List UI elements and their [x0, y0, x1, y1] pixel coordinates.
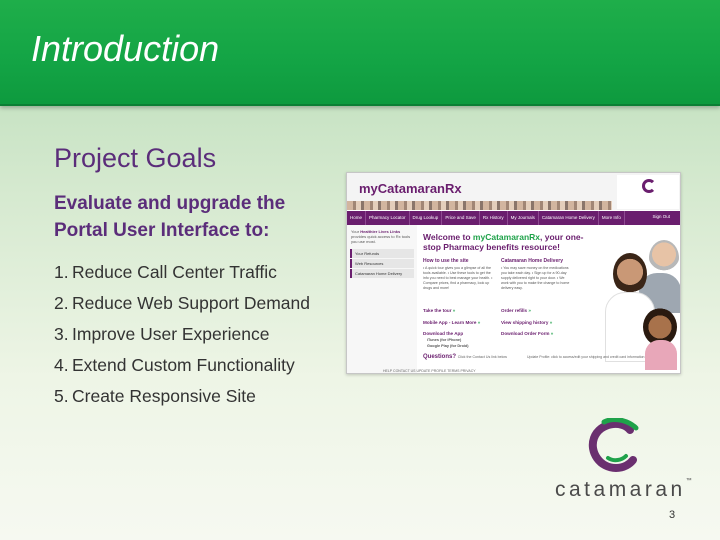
logo-word: catamaran: [555, 478, 686, 501]
portal-screenshot: myCatamaranRx Home Pharmacy Locator Drug…: [346, 172, 681, 374]
page-number: 3: [669, 509, 676, 521]
arrow-icon: »: [477, 320, 481, 325]
shipping-history-label: View shipping history: [501, 320, 549, 325]
portal-questions: Questions? Click the Contact Us link bel…: [423, 354, 507, 360]
order-form-link[interactable]: Download Order Form »: [501, 331, 553, 336]
portal-header: myCatamaranRx: [347, 173, 680, 210]
portal-logo: [617, 175, 679, 209]
portal-nav-item[interactable]: Pharmacy Locator: [366, 211, 410, 225]
goal-item: 3. Improve User Experience: [54, 322, 310, 353]
portal-sign-out[interactable]: Sign Out: [652, 214, 670, 219]
portal-nav: Home Pharmacy Locator Drug Lookup Price …: [347, 211, 680, 225]
sidebar-intro-suffix: provides quick access to Rx tools you us…: [351, 234, 411, 244]
welcome-suffix: , your one-stop Pharmacy benefits resour…: [423, 232, 584, 252]
goal-number: 4.: [54, 355, 69, 375]
download-app-link[interactable]: Download the App: [423, 331, 464, 336]
title-bar: Introduction: [0, 0, 720, 106]
goal-number: 1.: [54, 262, 69, 282]
goal-item: 5. Create Responsive Site: [54, 384, 310, 415]
questions-label: Questions?: [423, 354, 457, 360]
portal-side-link[interactable]: Catamaran Home Delivery: [350, 269, 414, 278]
arrow-icon: »: [528, 308, 531, 313]
how-to-heading: How to use the site: [423, 258, 469, 264]
goal-text: Reduce Web Support Demand: [72, 293, 311, 313]
order-refills-label: Order refills: [501, 308, 528, 313]
shipping-history-link[interactable]: View shipping history »: [501, 320, 552, 325]
logo-trademark: ™: [685, 478, 692, 484]
order-refills-link[interactable]: Order refills »: [501, 308, 531, 313]
goal-item: 2. Reduce Web Support Demand: [54, 291, 310, 322]
goal-item: 4. Extend Custom Functionality: [54, 353, 310, 384]
project-goals-heading: Project Goals: [54, 143, 217, 173]
welcome-brand: myCatamaranRx: [472, 232, 541, 242]
portal-nav-item[interactable]: Home: [347, 211, 367, 225]
mobile-app-label: Mobile App - Learn More: [423, 320, 477, 325]
take-tour-link[interactable]: Take the tour »: [423, 308, 455, 313]
slide-title: Introduction: [31, 28, 220, 69]
portal-nav-item[interactable]: Drug Lookup: [410, 211, 443, 225]
arrow-icon: »: [452, 308, 456, 313]
portal-main: Welcome to myCatamaranRx, your one-stop …: [419, 228, 680, 373]
google-play-link[interactable]: Google Play (for Droid): [427, 344, 469, 348]
home-delivery-text: • You may save money on the medications …: [501, 266, 570, 290]
goal-item: 1. Reduce Call Center Traffic: [54, 260, 310, 291]
sidebar-intro-bold: Healthier Lives Links: [360, 229, 401, 234]
mobile-app-link[interactable]: Mobile App - Learn More »: [423, 320, 480, 325]
portal-nav-item[interactable]: My Journals: [508, 211, 539, 225]
portal-nav-item[interactable]: Price and Save: [442, 211, 480, 225]
child-photo: [643, 308, 677, 346]
portal-update-profile[interactable]: Update Profile: click to access/edit you…: [527, 355, 645, 359]
goal-text: Reduce Call Center Traffic: [72, 262, 277, 282]
portal-sidebar-intro: Your Healthier Lives Links provides quic…: [347, 225, 417, 248]
arrow-icon: »: [549, 320, 553, 325]
goals-subheading: Evaluate and upgrade the Portal User Int…: [54, 193, 286, 241]
man-photo: [649, 240, 679, 276]
portal-welcome: Welcome to myCatamaranRx, your one-stop …: [423, 232, 598, 252]
portal-title: myCatamaranRx: [359, 181, 462, 196]
order-form-label: Download Order Form: [501, 331, 550, 336]
goal-text: Extend Custom Functionality: [72, 355, 295, 375]
goal-text: Improve User Experience: [72, 324, 270, 344]
portal-nav-item[interactable]: More Info: [599, 211, 625, 225]
how-to-text: • A quick tour gives you a glimpse of al…: [423, 266, 493, 290]
goal-number: 5.: [54, 386, 69, 406]
portal-nav-item[interactable]: Rx History: [480, 211, 508, 225]
portal-photo-people: [605, 228, 680, 373]
itunes-link[interactable]: iTunes (for iPhone): [427, 338, 462, 342]
portal-sidebar: Your Healthier Lives Links provides quic…: [347, 225, 417, 373]
catamaran-wordmark: catamaran™: [555, 478, 692, 502]
portal-nav-item[interactable]: Catamaran Home Delivery: [539, 211, 599, 225]
woman-photo: [613, 253, 647, 295]
catamaran-logo-icon: [642, 179, 656, 193]
goal-text: Create Responsive Site: [72, 386, 256, 406]
child-shirt: [645, 340, 677, 370]
welcome-prefix: Welcome to: [423, 232, 471, 242]
take-tour-label: Take the tour: [423, 308, 452, 313]
goal-number: 2.: [54, 293, 69, 313]
goal-number: 3.: [54, 324, 69, 344]
portal-side-link[interactable]: Web Resources: [350, 259, 414, 268]
portal-footer-links[interactable]: HELP CONTACT US UPDATE PROFILE TERMS PRI…: [383, 369, 476, 373]
arrow-icon: »: [550, 331, 554, 336]
catamaran-logo-icon: [588, 418, 639, 473]
questions-text: Click the Contact Us link below: [457, 355, 508, 359]
portal-photo-strip: [347, 201, 612, 210]
goal-list: 1. Reduce Call Center Traffic 2. Reduce We…: [54, 260, 310, 415]
portal-side-link[interactable]: Your Refunds: [350, 249, 414, 258]
home-delivery-heading: Catamaran Home Delivery: [501, 258, 563, 264]
sidebar-intro-prefix: Your: [351, 229, 360, 234]
